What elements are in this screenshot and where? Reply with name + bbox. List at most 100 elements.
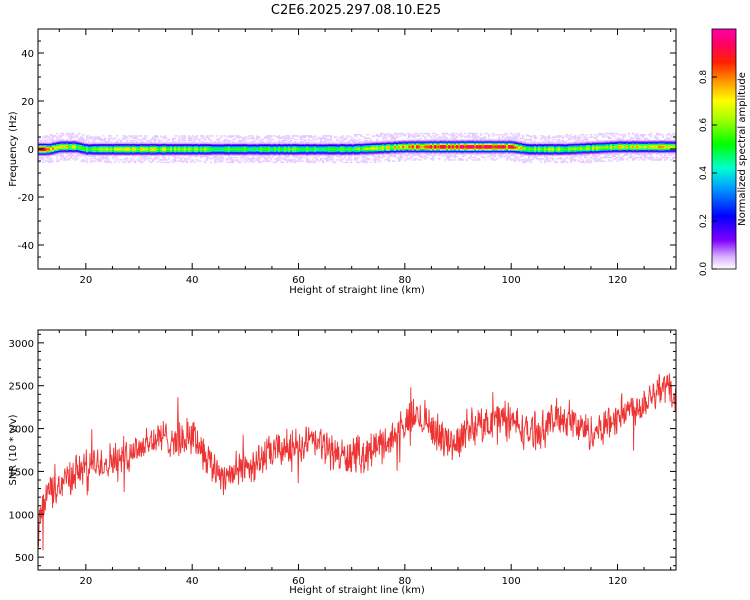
spectrogram-cell <box>306 147 309 149</box>
spectrogram-cell <box>48 154 51 156</box>
spectrogram-cell <box>138 159 141 161</box>
spectrogram-cell <box>604 147 607 149</box>
spectrogram-cell <box>274 161 277 164</box>
spectrogram-cell <box>364 153 367 155</box>
spectrogram-cell <box>178 150 181 153</box>
spectrogram-cell <box>300 137 303 140</box>
spectrogram-cell <box>274 148 277 150</box>
spectrogram-cell <box>408 149 411 152</box>
spectrogram-cell <box>196 152 199 154</box>
spectrogram-cell <box>522 144 525 147</box>
spectrogram-cell <box>374 160 377 162</box>
spectrogram-cell <box>140 160 143 162</box>
spectrogram-cell <box>262 138 265 141</box>
spectrogram-cell <box>206 136 209 138</box>
spectrogram-cell <box>414 149 417 152</box>
spectrogram-cell <box>106 143 109 146</box>
spectrogram-cell <box>328 143 331 146</box>
spectrogram-cell <box>416 143 419 146</box>
spectrogram-cell <box>560 136 563 138</box>
spectrogram-cell <box>604 144 607 147</box>
spectrogram-cell <box>160 136 163 138</box>
spectrogram-cell <box>530 153 533 155</box>
spectrogram-cell <box>396 132 399 135</box>
spectrogram-cell <box>450 141 453 143</box>
spectrogram-cell <box>568 135 571 137</box>
spectrogram-cell <box>178 143 181 146</box>
spectrogram-cell <box>84 153 87 155</box>
spectrogram-cell <box>596 143 599 146</box>
spectrogram-cell <box>348 146 351 148</box>
spectrogram-cell <box>588 153 591 155</box>
spectrogram-cell <box>242 138 245 141</box>
spectrogram-cell <box>226 144 229 147</box>
spectrogram-cell <box>256 147 259 149</box>
spectrogram-cell <box>274 153 277 155</box>
spectrogram-cell <box>472 159 475 161</box>
spectrogram-cell <box>592 136 595 138</box>
spectrogram-cell <box>394 135 397 137</box>
spectrogram-cell <box>502 148 505 150</box>
spectrogram-cell <box>550 160 553 162</box>
spectrogram-cell <box>132 150 135 153</box>
spectrogram-cell <box>464 147 467 149</box>
spectrogram-cell <box>202 153 205 155</box>
spectrogram-cell <box>404 150 407 153</box>
spectrogram-cell <box>232 152 235 154</box>
spectrogram-cell <box>460 144 463 147</box>
spectrogram-cell <box>596 142 599 144</box>
spectrogram-cell <box>228 146 231 148</box>
spectrogram-cell <box>608 152 611 154</box>
spectrogram-cell <box>466 136 469 138</box>
spectrogram-cell <box>300 155 303 158</box>
spectrogram-cell <box>62 144 65 147</box>
spectrogram-cell <box>382 148 385 150</box>
spectrogram-cell <box>608 159 611 161</box>
spectrogram-cell <box>82 160 85 162</box>
spectrogram-cell <box>140 144 143 147</box>
spectrogram-cell <box>188 156 191 159</box>
spectrogram-cell <box>480 132 483 135</box>
spectrogram-cell <box>182 142 185 144</box>
spectrogram-cell <box>282 140 285 142</box>
spectrogram-cell <box>80 136 83 138</box>
spectrogram-cell <box>508 158 511 160</box>
spectrogram-cell <box>584 146 587 148</box>
spectrogram-cell <box>184 154 187 156</box>
spectrogram-cell <box>70 148 73 150</box>
spectrogram-cell <box>184 150 187 153</box>
spectrogram-cell <box>126 150 129 153</box>
spectrogram-cell <box>258 156 261 159</box>
spectrogram-cell <box>230 135 233 137</box>
spectrogram-cell <box>598 159 601 161</box>
spectrogram-cell <box>282 146 285 148</box>
spectrogram-cell <box>126 149 129 152</box>
spectrogram-cell <box>440 152 443 154</box>
spectrogram-cell <box>488 135 491 137</box>
spectrogram-cell <box>576 136 579 138</box>
spectrogram-cell <box>500 137 503 140</box>
spectrogram-cell <box>394 149 397 152</box>
spectrogram-cell <box>332 153 335 155</box>
spectrogram-cell <box>314 148 317 150</box>
spectrogram-cell <box>162 161 165 164</box>
spectrogram-cell <box>86 149 89 152</box>
spectrogram-cell <box>320 144 323 147</box>
spectrogram-cell <box>326 149 329 152</box>
spectrogram-cell <box>386 136 389 138</box>
spectrogram-cell <box>196 155 199 158</box>
spectrogram-cell <box>72 140 75 142</box>
spectrogram-cell <box>604 153 607 155</box>
spectrogram-cell <box>142 143 145 146</box>
spectrogram-cell <box>460 146 463 148</box>
spectrogram-cell <box>208 144 211 147</box>
spectrogram-cell <box>390 154 393 156</box>
spectrogram-cell <box>412 140 415 142</box>
spectrogram-cell <box>346 161 349 164</box>
spectrogram-cell <box>256 144 259 147</box>
spectrogram-cell <box>462 142 465 144</box>
spectrogram-cell <box>170 160 173 162</box>
spectrogram-cell <box>406 132 409 135</box>
spectrogram-cell <box>576 143 579 146</box>
spectrogram-cell <box>472 141 475 143</box>
